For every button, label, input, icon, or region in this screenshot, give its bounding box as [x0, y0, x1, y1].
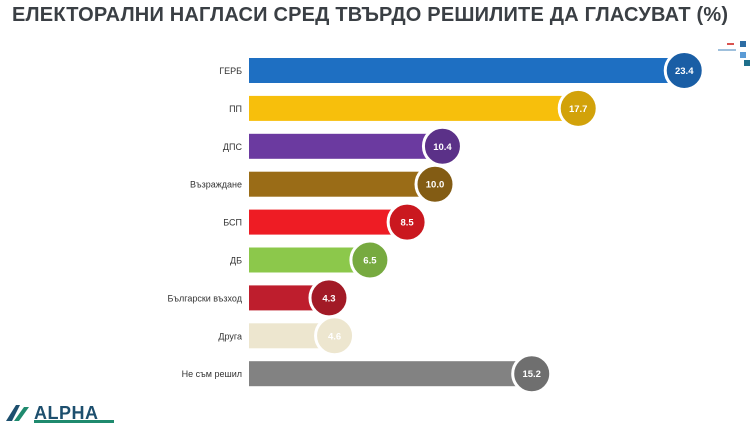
- value-badge: [349, 239, 391, 281]
- category-label: ПП: [229, 104, 242, 114]
- category-label: БСП: [223, 218, 242, 228]
- category-label: ДБ: [230, 256, 242, 266]
- value-label: 4.6: [328, 331, 341, 342]
- value-label: 4.3: [322, 293, 335, 304]
- category-label: Не съм решил: [182, 369, 242, 379]
- value-badge: [663, 50, 705, 91]
- logo-text: ALPHA: [34, 403, 99, 423]
- value-label: 10.0: [426, 180, 445, 191]
- value-badge: [314, 315, 356, 357]
- category-label: Български възход: [167, 293, 242, 303]
- value-badge: [511, 353, 553, 395]
- value-label: 6.5: [363, 256, 377, 267]
- category-label: ДПС: [223, 142, 243, 152]
- category-label: ГЕРБ: [219, 66, 242, 76]
- value-label: 23.4: [675, 66, 694, 77]
- category-label: Възраждане: [190, 180, 242, 190]
- value-label: 8.5: [400, 218, 414, 229]
- logo-bar: [34, 420, 114, 423]
- bar: [249, 95, 579, 121]
- category-label: Друга: [218, 331, 242, 341]
- value-badge: [414, 163, 456, 205]
- value-label: 15.2: [522, 369, 541, 380]
- bar: [249, 209, 408, 235]
- value-badge: [386, 201, 428, 243]
- bar: [249, 361, 532, 387]
- value-badge: [557, 87, 599, 129]
- value-label: 10.4: [433, 142, 452, 153]
- value-label: 17.7: [569, 104, 588, 115]
- bar: [249, 58, 685, 83]
- legend-squares-icon: [718, 41, 750, 66]
- bar: [249, 133, 443, 159]
- chart-title: ЕЛЕКТОРАЛНИ НАГЛАСИ СРЕД ТВЪРДО РЕШИЛИТЕ…: [12, 4, 729, 26]
- alpha-logo: ALPHA: [2, 398, 142, 423]
- bar: [249, 171, 435, 197]
